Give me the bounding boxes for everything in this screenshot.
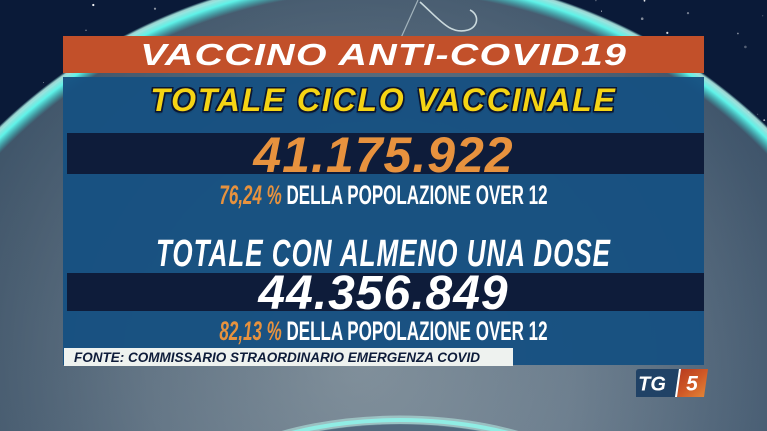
svg-text:TG: TG [638,374,666,396]
svg-text:5: 5 [686,373,698,396]
